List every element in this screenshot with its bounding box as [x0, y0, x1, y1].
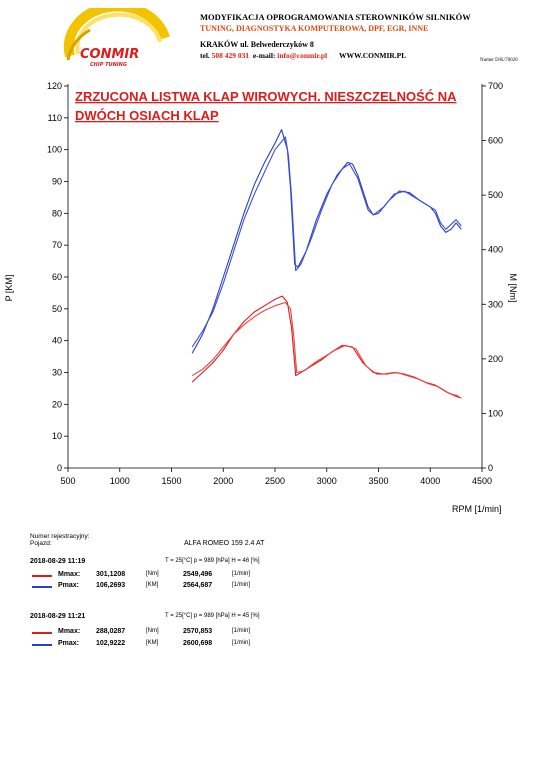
company-address: KRAKÓW ul. Belwederczyków 8 — [200, 40, 314, 49]
run2-mmax-label: Mmax: — [58, 628, 81, 635]
y-right-axis-label: M [Nm] — [508, 274, 518, 303]
y-left-tick-label: 40 — [52, 336, 62, 346]
run2-mmax-value: 288,0287 — [96, 628, 126, 635]
y-left-axis-label: P [KM] — [4, 275, 14, 302]
y-left-tick-label: 110 — [48, 113, 62, 123]
y-left-tick-label: 60 — [52, 272, 62, 282]
run1-pmax-label: Pmax: — [58, 582, 80, 589]
run1-mmax-rpm-unit: [1/min] — [232, 571, 251, 577]
series-layer — [191, 129, 462, 399]
run1-pmax-legend-line — [32, 586, 52, 588]
logo-subtext: CHIP TUNING — [90, 62, 127, 68]
series-line-1 — [191, 129, 462, 354]
y-right-tick-label: 0 — [488, 463, 493, 473]
run1-datetime: 2018-08-29 11:19 — [30, 558, 86, 565]
run2-pmax-legend-line — [32, 644, 52, 646]
chart-title-line2: DWÓCH OSIACH KLAP — [75, 108, 219, 123]
x-tick-label: 4000 — [420, 476, 440, 486]
y-left-tick-label: 20 — [52, 399, 62, 409]
y-right-tick-label: 200 — [488, 354, 503, 364]
y-left-tick-label: 50 — [52, 304, 62, 314]
run1-mmax-label: Mmax: — [58, 571, 81, 578]
y-left-tick-label: 80 — [52, 208, 62, 218]
x-tick-label: 1000 — [110, 476, 130, 486]
y-left-tick-label: 30 — [52, 368, 62, 378]
y-left-tick-label: 100 — [47, 145, 62, 155]
x-tick-label: 500 — [60, 476, 75, 486]
y-left-tick-label: 70 — [52, 240, 62, 250]
run1-mmax-rpm: 2549,496 — [183, 571, 213, 578]
y-right-tick-label: 400 — [488, 245, 503, 255]
series-line-3 — [191, 295, 462, 399]
chart-title-line1: ZRZUCONA LISTWA KLAP WIROWYCH. NIESZCZEL… — [75, 89, 457, 104]
run1-conditions: T = 25[°C] p = 989 [hPa] H = 46 [%] — [165, 558, 260, 564]
run1-pmax-value: 106,2693 — [96, 582, 126, 589]
run1-mmax-unit: [Nm] — [146, 571, 159, 577]
x-tick-label: 2500 — [265, 476, 285, 486]
run2-mmax-legend-line — [32, 632, 52, 634]
run2-pmax-value: 102,9222 — [96, 640, 126, 647]
run2-pmax-label: Pmax: — [58, 640, 80, 647]
run2-conditions: T = 25[°C] p = 989 [hPa] H = 45 [%] — [165, 613, 260, 619]
run1-pmax-rpm: 2564,687 — [183, 582, 213, 589]
run1-mmax-legend-line — [32, 575, 52, 577]
vehicle-label: Pojazd: — [30, 540, 52, 547]
dyno-chart: 500 1000 1500 2000 2500 3000 3500 4000 4500 0102… — [4, 81, 518, 514]
x-tick-label: 4500 — [472, 476, 492, 486]
form-number: Numer D/K/70020 — [480, 58, 518, 63]
y-right-tick-label: 300 — [488, 299, 503, 309]
email-label: e-mail: — [252, 51, 276, 60]
conmir-logo: CONMIR CHIP TUNING — [63, 8, 170, 68]
y-left-tick-label: 10 — [52, 431, 62, 441]
y-left-tick-label: 0 — [57, 463, 62, 473]
email-address[interactable]: info@conmir.pl — [277, 51, 328, 60]
y-left-tick-label: 120 — [47, 81, 62, 91]
run2-mmax-rpm-unit: [1/min] — [232, 628, 251, 634]
y-left-ticks: 0 10 20 30 40 50 60 70 80 90 100 110 120 — [47, 81, 68, 473]
y-right-tick-label: 600 — [488, 136, 503, 146]
reg-label: Numer rejestracyjny: — [30, 533, 90, 540]
website-link[interactable]: WWW.CONMIR.PL — [339, 51, 407, 60]
run2-mmax-unit: [Nm] — [146, 628, 159, 634]
run1-pmax-rpm-unit: [1/min] — [232, 582, 251, 588]
x-tick-label: 2000 — [213, 476, 233, 486]
vehicle-name: ALFA ROMEO 159 2.4 AT — [184, 540, 265, 547]
run2-pmax-unit: [KM] — [146, 640, 159, 646]
run2-datetime: 2018-08-29 11:21 — [30, 613, 86, 620]
series-line-2 — [191, 136, 462, 348]
y-right-tick-label: 500 — [488, 190, 503, 200]
run2-pmax-rpm: 2600,698 — [183, 640, 213, 647]
y-right-ticks: 0 100 200 300 400 500 600 700 — [482, 81, 503, 473]
run2-pmax-rpm-unit: [1/min] — [232, 640, 251, 646]
phone-number: 508 429 031 — [211, 51, 250, 60]
run1-mmax-value: 301,1208 — [96, 571, 126, 578]
y-left-tick-label: 90 — [52, 177, 62, 187]
header: CONMIR CHIP TUNING MODYFIKACJA OPROGRAMO… — [0, 0, 543, 70]
company-heading: MODYFIKACJA OPROGRAMOWANIA STEROWNIKÓW S… — [200, 12, 471, 22]
x-axis-label: RPM [1/min] — [452, 504, 502, 514]
x-ticks: 500 1000 1500 2000 2500 3000 3500 4000 4500 — [60, 468, 492, 486]
x-tick-label: 3500 — [368, 476, 388, 486]
run2-mmax-rpm: 2570,853 — [183, 628, 213, 635]
phone-label: tel. — [200, 51, 210, 60]
x-tick-label: 3000 — [317, 476, 337, 486]
series-line-4 — [191, 301, 460, 397]
chart-axes — [67, 84, 483, 469]
x-tick-label: 1500 — [161, 476, 181, 486]
y-right-tick-label: 100 — [488, 408, 503, 418]
company-contact: tel. 508 429 031 e-mail: info@conmir.pl … — [200, 51, 406, 60]
run1-pmax-unit: [KM] — [146, 582, 159, 588]
logo-text: CONMIR — [80, 47, 139, 62]
y-right-tick-label: 700 — [488, 81, 503, 91]
company-services: TUNING, DIAGNOSTYKA KOMPUTEROWA, DPF, EG… — [200, 24, 429, 33]
